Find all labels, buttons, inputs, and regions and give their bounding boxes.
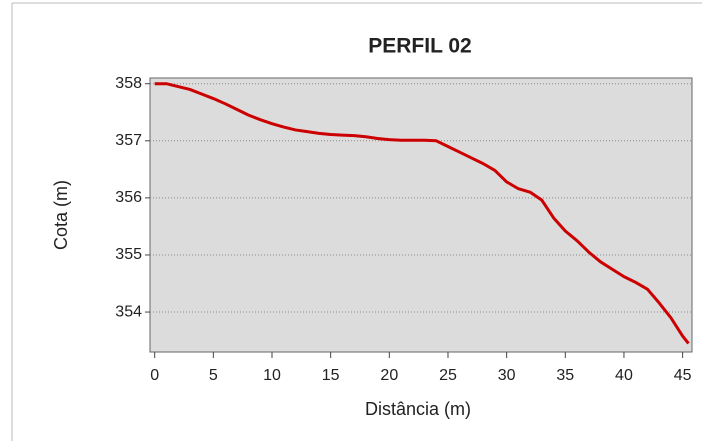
data-line [154, 82, 690, 345]
x-tick-label: 30 [498, 367, 516, 384]
x-tick-label: 15 [322, 367, 340, 384]
plot-area [149, 77, 693, 353]
x-tick-label: 40 [615, 367, 633, 384]
x-tick-label: 20 [380, 367, 398, 384]
y-tick-label: 354 [115, 303, 142, 320]
x-tick-label: 25 [439, 367, 457, 384]
chart-title: PERFIL 02 [368, 35, 471, 58]
y-tick-label: 355 [115, 246, 142, 263]
x-tick-label: 35 [556, 367, 574, 384]
y-tick-label: 357 [115, 132, 142, 149]
x-tick-label: 0 [150, 367, 159, 384]
y-axis-label: Cota (m) [51, 180, 71, 250]
x-tick-label: 5 [209, 367, 218, 384]
x-tick-label: 45 [674, 367, 692, 384]
x-axis-label: Distância (m) [365, 399, 471, 419]
y-tick-label: 356 [115, 189, 142, 206]
y-tick-label: 358 [115, 75, 142, 92]
x-tick-label: 10 [263, 367, 281, 384]
